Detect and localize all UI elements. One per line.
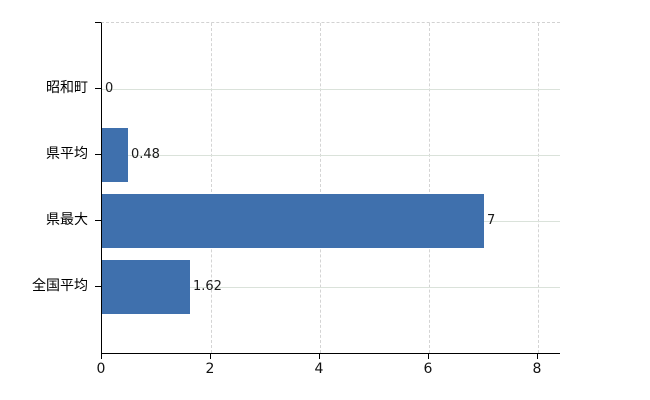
y-axis-tick: [95, 88, 101, 89]
x-axis-tick: [101, 354, 102, 359]
v-gridline: [538, 23, 539, 353]
bar-value-label: 7: [487, 213, 496, 228]
category-label: 全国平均: [32, 278, 88, 294]
y-axis-tick: [95, 220, 101, 221]
x-axis-tick: [210, 354, 211, 359]
bar-value-label: 1.62: [193, 279, 222, 294]
bar: [102, 260, 190, 314]
v-gridline: [429, 23, 430, 353]
category-label: 昭和町: [46, 80, 88, 96]
x-axis-tick: [319, 354, 320, 359]
x-axis-tick: [428, 354, 429, 359]
bar-value-label: 0.48: [131, 147, 160, 162]
x-tick-label: 4: [314, 361, 324, 377]
bar-value-label: 0: [105, 81, 114, 96]
plot-area: 0 0.48 7 1.62: [101, 22, 560, 354]
x-tick-label: 8: [532, 361, 542, 377]
h-gridline: [102, 155, 560, 156]
y-axis-tick: [95, 22, 101, 23]
x-tick-label: 2: [205, 361, 215, 377]
bar: [102, 128, 128, 182]
h-gridline: [102, 89, 560, 90]
h-gridline: [102, 287, 560, 288]
category-label: 県平均: [46, 146, 88, 162]
x-tick-label: 6: [423, 361, 433, 377]
x-tick-label: 0: [96, 361, 106, 377]
category-label: 県最大: [46, 212, 88, 228]
bar: [102, 194, 484, 248]
x-axis-tick: [537, 354, 538, 359]
v-gridline: [320, 23, 321, 353]
v-gridline: [211, 23, 212, 353]
y-axis-tick: [95, 286, 101, 287]
y-axis-tick: [95, 154, 101, 155]
